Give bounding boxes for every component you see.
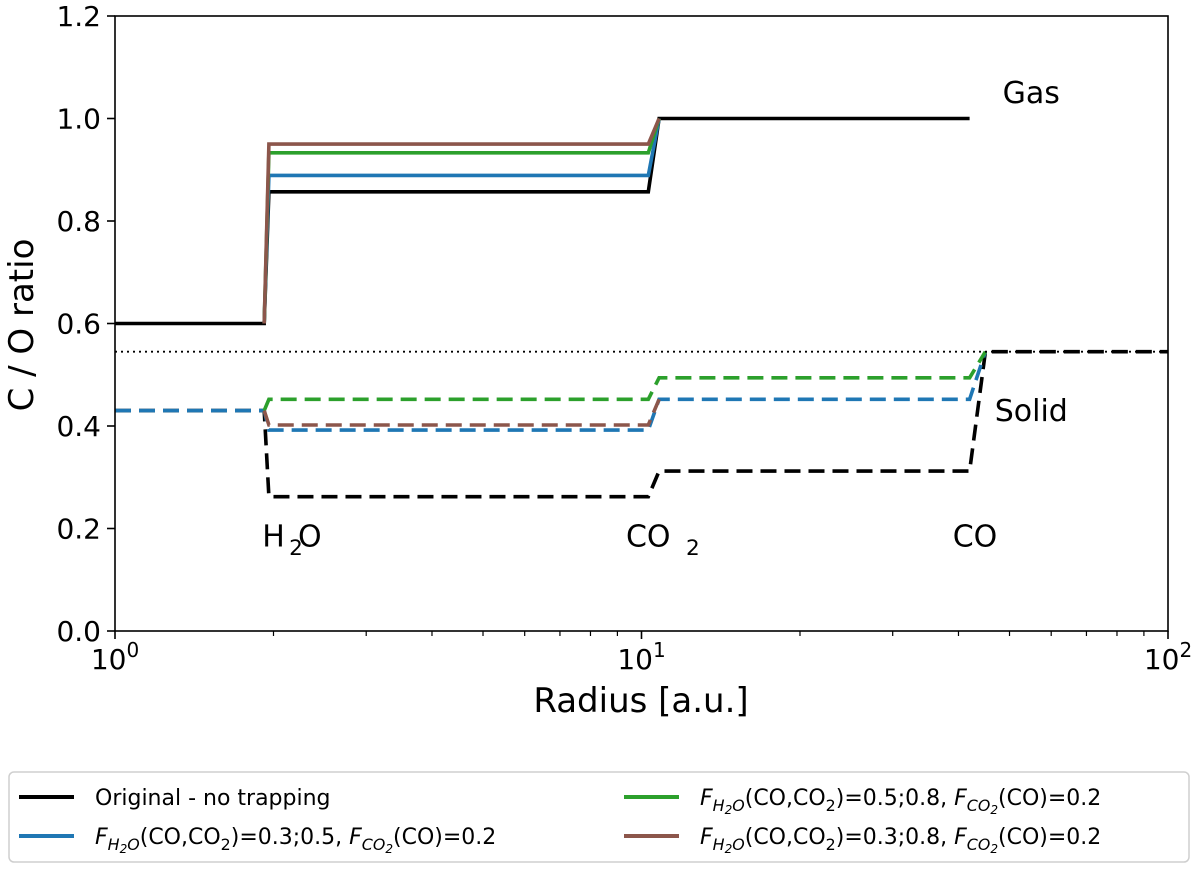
- x-tick-base: 10: [617, 643, 653, 676]
- legend-label-4-part: (CO,CO: [745, 825, 826, 850]
- y-tick-label: 1.0: [56, 103, 101, 136]
- legend-label-3-part: F: [954, 786, 967, 811]
- annotation-1-part: Gas: [1003, 76, 1060, 111]
- annotation-4-part: 2: [686, 536, 700, 561]
- y-tick-label: 0.8: [56, 205, 101, 238]
- y-axis-label: C / O ratio: [2, 239, 42, 412]
- series-line-1: [115, 116, 970, 326]
- series-layer: [115, 116, 1168, 499]
- annotation-5: CO: [953, 519, 998, 554]
- y-tick-label: 0.6: [56, 308, 101, 341]
- annotation-3: H 2O: [262, 519, 321, 560]
- annotation-2-part: Solid: [995, 394, 1068, 429]
- y-tick-label: 1.2: [56, 0, 101, 33]
- legend-box: [8, 771, 1190, 863]
- legend-label-2-part: 2: [221, 835, 231, 854]
- legend-label-2-part: 2: [120, 842, 128, 856]
- legend-label-4-part: 2: [725, 842, 733, 856]
- legend-label-2-part: 2: [385, 842, 393, 856]
- annotation-3-part: H: [262, 519, 285, 554]
- x-tick-exp: 0: [126, 638, 139, 662]
- legend-label-2-part: (CO,CO: [140, 825, 221, 850]
- legend-label-1-part: Original - no trapping: [95, 786, 331, 811]
- legend-label-2: FH2O(CO,CO2)=0.3;0.5, FCO2(CO)=0.2: [95, 825, 496, 856]
- annotation-5-part: CO: [953, 519, 998, 554]
- legend-label-3-part: 2: [990, 803, 998, 817]
- annotation-4-part: CO: [626, 519, 671, 554]
- x-tick-base: 10: [1144, 643, 1180, 676]
- series-line-5: [115, 349, 1168, 499]
- legend-label-4: FH2O(CO,CO2)=0.3;0.8, FCO2(CO)=0.2: [700, 825, 1101, 856]
- annotation-1: Gas: [1003, 76, 1060, 111]
- x-axis-label: Radius [a.u.]: [533, 681, 748, 721]
- annotation-2: Solid: [995, 394, 1068, 429]
- series-line-2: [262, 118, 661, 324]
- y-tick-label: 0.4: [56, 410, 101, 443]
- legend-label-3: FH2O(CO,CO2)=0.5;0.8, FCO2(CO)=0.2: [700, 786, 1101, 817]
- x-tick-exp: 2: [1179, 638, 1192, 662]
- y-tick-label: 0.0: [56, 615, 101, 648]
- legend-label-2-part: )=0.3;0.5,: [231, 825, 349, 850]
- legend-label-2-part: O: [127, 835, 139, 854]
- legend-label-2-part: CO: [362, 835, 386, 854]
- legend-label-2-part: H: [108, 835, 120, 854]
- legend-label-2-part: F: [95, 825, 108, 850]
- x-tick-label: 100: [91, 638, 139, 676]
- legend-label-1: Original - no trapping: [95, 786, 331, 811]
- legend-label-3-part: (CO)=0.2: [998, 786, 1101, 811]
- legend-label-3-part: H: [713, 796, 725, 815]
- legend-label-4-part: F: [700, 825, 713, 850]
- x-tick-base: 10: [91, 643, 127, 676]
- x-tick-label: 102: [1144, 638, 1192, 676]
- legend: Original - no trappingFH2O(CO,CO2)=0.3;0…: [8, 771, 1190, 863]
- legend-label-3-part: )=0.5;0.8,: [836, 786, 954, 811]
- legend-label-4-part: (CO)=0.2: [998, 825, 1101, 850]
- legend-label-3-part: CO: [967, 796, 991, 815]
- series-line-6: [115, 351, 988, 432]
- legend-label-4-part: )=0.3;0.8,: [836, 825, 954, 850]
- series-line-3: [262, 117, 661, 324]
- legend-label-4-part: 2: [990, 842, 998, 856]
- legend-label-3-part: 2: [725, 803, 733, 817]
- legend-label-4-part: H: [713, 835, 725, 854]
- annotation-4: CO 2: [626, 519, 700, 560]
- legend-label-3-part: F: [700, 786, 713, 811]
- legend-label-2-part: (CO)=0.2: [393, 825, 496, 850]
- legend-label-3-part: 2: [826, 796, 836, 815]
- annotation-3-part: 2: [289, 536, 303, 561]
- y-tick-label: 0.2: [56, 513, 101, 546]
- x-tick-exp: 1: [653, 638, 666, 662]
- legend-label-3-part: (CO,CO: [745, 786, 826, 811]
- annotation-3-part: O: [298, 519, 322, 554]
- legend-label-3-part: O: [732, 796, 744, 815]
- legend-label-4-part: 2: [826, 835, 836, 854]
- x-tick-label: 101: [617, 638, 665, 676]
- legend-label-2-part: F: [349, 825, 362, 850]
- legend-label-4-part: F: [954, 825, 967, 850]
- legend-label-4-part: CO: [967, 835, 991, 854]
- legend-label-4-part: O: [732, 835, 744, 854]
- series-line-7: [262, 350, 987, 412]
- series-line-8: [262, 398, 661, 427]
- series-line-4: [262, 117, 661, 324]
